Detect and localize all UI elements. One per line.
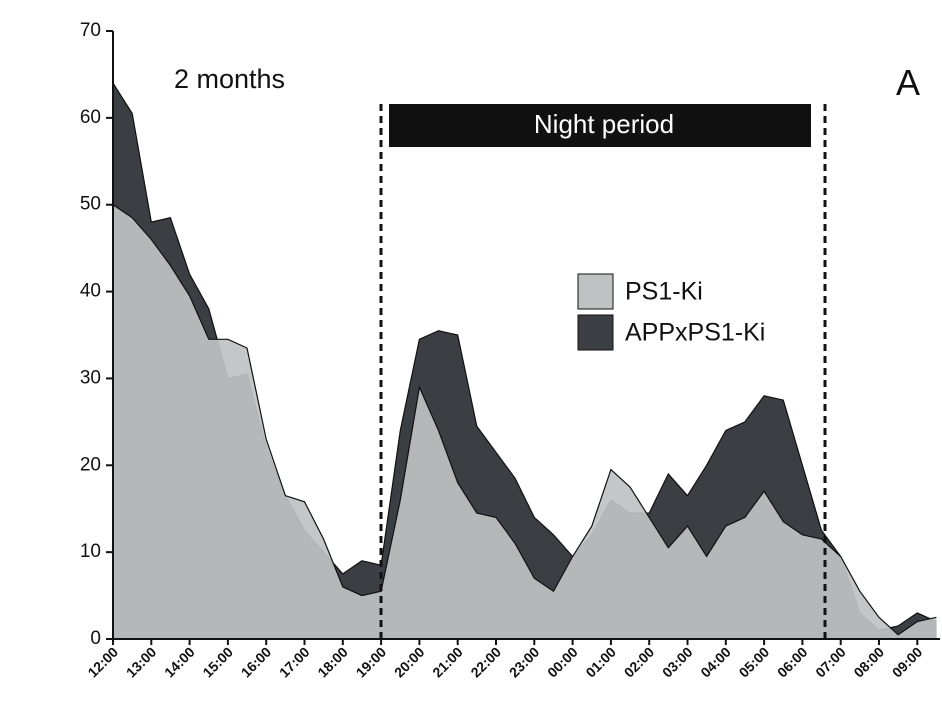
y-tick-label: 70 — [80, 20, 101, 41]
x-tick-label: 14:00 — [161, 644, 198, 681]
legend-swatch — [577, 314, 614, 351]
x-tick-label: 05:00 — [736, 644, 773, 681]
night-label: Night period — [534, 109, 674, 139]
x-tick-label: 03:00 — [659, 644, 696, 681]
legend-label: APPxPS1-Ki — [625, 319, 765, 347]
legend-swatch — [577, 273, 614, 310]
x-tick-label: 17:00 — [276, 644, 313, 681]
x-tick-label: 04:00 — [697, 644, 734, 681]
x-tick-label: 16:00 — [238, 644, 275, 681]
x-tick-label: 15:00 — [199, 644, 236, 681]
y-tick-label: 40 — [80, 281, 101, 302]
panel-label: A — [896, 62, 920, 103]
y-tick-label: 20 — [80, 454, 101, 475]
legend-label: PS1-Ki — [625, 278, 703, 306]
x-tick-label: 08:00 — [850, 644, 887, 681]
x-tick-label: 23:00 — [506, 644, 543, 681]
night-bar — [389, 104, 811, 147]
x-tick-label: 09:00 — [889, 644, 926, 681]
x-tick-label: 19:00 — [353, 644, 390, 681]
x-tick-label: 01:00 — [582, 644, 619, 681]
x-tick-label: 20:00 — [391, 644, 428, 681]
area — [113, 204, 937, 639]
y-tick-label: 30 — [80, 367, 101, 388]
x-tick-label: 21:00 — [429, 644, 466, 681]
x-tick-label: 06:00 — [774, 644, 811, 681]
x-tick-label: 18:00 — [314, 644, 351, 681]
legend: PS1-Ki APPxPS1-Ki — [577, 273, 765, 351]
x-tick-label: 02:00 — [621, 644, 658, 681]
x-tick-label: 22:00 — [467, 644, 504, 681]
y-tick-label: 50 — [80, 194, 101, 215]
y-tick-label: 0 — [90, 628, 101, 649]
x-tick-label: 07:00 — [812, 644, 849, 681]
area — [113, 83, 937, 640]
y-tick-label: 10 — [80, 541, 101, 562]
area-line — [112, 204, 937, 636]
annotation: 2 months — [174, 64, 285, 94]
x-tick-label: 12:00 — [84, 644, 121, 681]
x-tick-label: 13:00 — [123, 644, 160, 681]
y-tick-label: 60 — [80, 107, 101, 128]
x-tick-label: 00:00 — [544, 644, 581, 681]
